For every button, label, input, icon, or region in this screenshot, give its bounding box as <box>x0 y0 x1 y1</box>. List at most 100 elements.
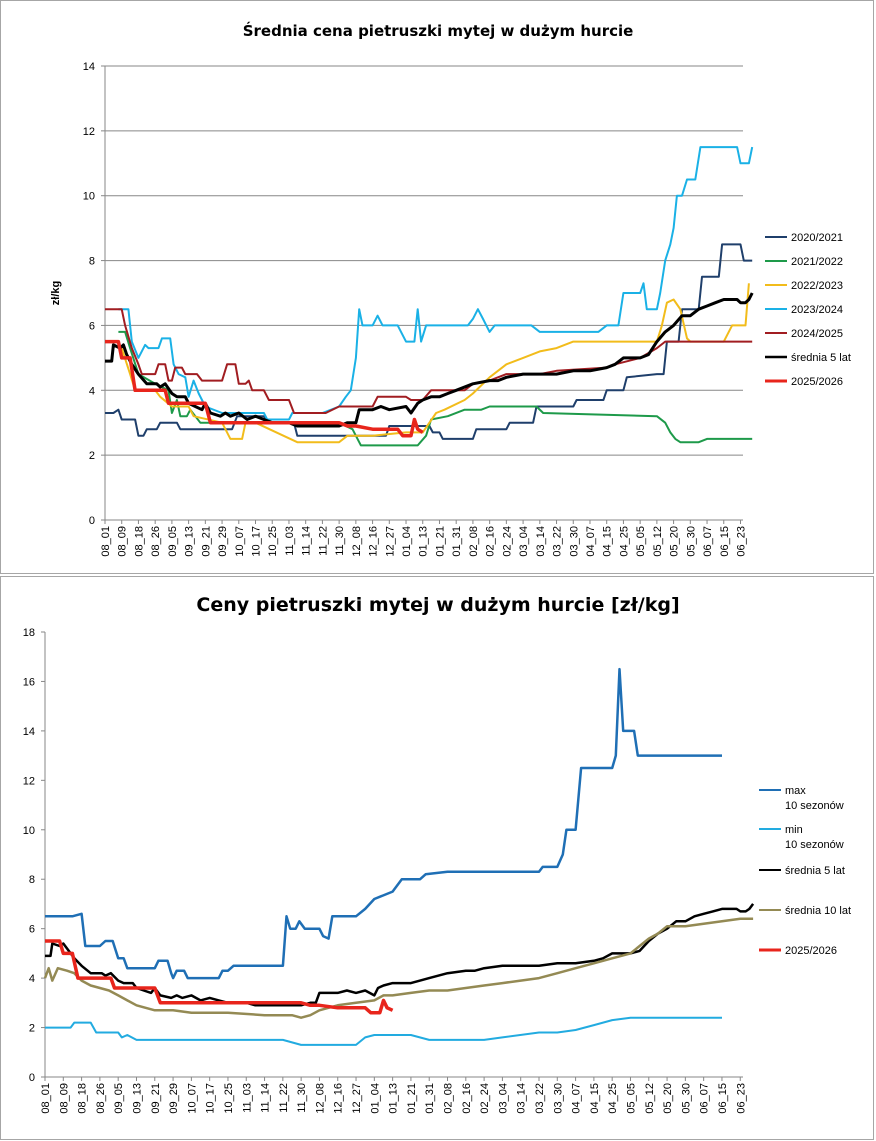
x-tick-label: 01_31 <box>451 526 463 557</box>
series-line-3 <box>43 917 754 1019</box>
legend-label: 2022/2023 <box>791 280 843 292</box>
x-tick-label: 02_24 <box>501 526 513 557</box>
x-tick-label: 09_21 <box>150 1083 162 1114</box>
x-tick-label: 02_16 <box>485 526 497 557</box>
series-line-4 <box>105 308 753 414</box>
x-tick-label: 08_18 <box>77 1083 89 1114</box>
legend-label: średnia 5 lat <box>791 352 851 364</box>
x-tick-label: 05_20 <box>669 526 681 557</box>
x-tick-label: 05_20 <box>662 1083 674 1114</box>
chart-top: Średnia cena pietruszki mytej w dużym hu… <box>50 21 851 557</box>
legend-label: 2025/2026 <box>785 945 837 957</box>
y-tick-label: 2 <box>29 1023 35 1035</box>
x-tick-label: 09_29 <box>168 1083 180 1114</box>
x-tick-label: 10_17 <box>205 1083 217 1114</box>
x-tick-label: 06_07 <box>699 1083 711 1114</box>
y-tick-label: 4 <box>89 385 95 397</box>
x-tick-label: 10_07 <box>186 1083 198 1114</box>
x-tick-label: 01_04 <box>369 1083 381 1114</box>
x-tick-label: 10_25 <box>223 1083 235 1114</box>
x-tick-label: 08_09 <box>58 1083 70 1114</box>
x-tick-label: 08_18 <box>133 526 145 557</box>
x-tick-label: 03_04 <box>497 1083 509 1114</box>
x-tick-label: 08_01 <box>100 526 112 557</box>
x-tick-label: 03_30 <box>568 526 580 557</box>
series-line-2 <box>45 903 755 1007</box>
x-tick-label: 08_26 <box>150 526 162 557</box>
x-tick-label: 04_15 <box>589 1083 601 1114</box>
x-tick-label: 09_29 <box>217 526 229 557</box>
series-line-6 <box>105 339 424 438</box>
series-line-0 <box>45 667 722 980</box>
legend-label: 2025/2026 <box>791 376 843 388</box>
series-line-3 <box>118 146 754 421</box>
y-tick-label: 0 <box>89 515 95 527</box>
x-tick-label: 12_16 <box>333 1083 345 1114</box>
y-tick-label: 0 <box>29 1072 35 1084</box>
y-axis-label: zł/kg <box>50 281 62 305</box>
series-line-2 <box>120 283 750 444</box>
x-tick-label: 01_13 <box>388 1083 400 1114</box>
x-tick-label: 06_15 <box>719 526 731 557</box>
chart-title: Średnia cena pietruszki mytej w dużym hu… <box>243 21 634 40</box>
chart-bottom: Ceny pietruszki mytej w dużym hurcie [zł… <box>23 594 851 1114</box>
x-tick-label: 06_07 <box>702 526 714 557</box>
y-tick-label: 8 <box>89 256 95 268</box>
y-tick-label: 14 <box>83 61 95 73</box>
chart-title: Ceny pietruszki mytej w dużym hurcie [zł… <box>196 594 679 616</box>
x-tick-label: 11_30 <box>296 1083 308 1113</box>
chart-panel-bottom: Ceny pietruszki mytej w dużym hurcie [zł… <box>0 576 874 1140</box>
x-tick-label: 02_16 <box>461 1083 473 1114</box>
x-tick-label: 01_04 <box>401 526 413 557</box>
x-tick-label: 12_27 <box>351 1083 363 1114</box>
x-tick-label: 11_14 <box>301 526 313 556</box>
legend-label: min <box>785 824 803 836</box>
x-tick-label: 03_30 <box>552 1083 564 1114</box>
series-line-1 <box>45 1016 722 1046</box>
x-tick-label: 04_15 <box>602 526 614 557</box>
legend-label: 2021/2022 <box>791 256 843 268</box>
x-tick-label: 08_01 <box>40 1083 52 1114</box>
x-tick-label: 01_21 <box>406 1083 418 1114</box>
legend-label: 10 sezonów <box>785 800 844 812</box>
x-tick-label: 11_22 <box>317 526 329 556</box>
y-tick-label: 16 <box>23 676 35 688</box>
x-tick-label: 06_23 <box>735 526 747 557</box>
x-tick-label: 09_05 <box>113 1083 125 1114</box>
legend-label: 2020/2021 <box>791 232 843 244</box>
x-tick-label: 08_26 <box>95 1083 107 1114</box>
x-tick-label: 11_03 <box>284 526 296 556</box>
x-tick-label: 02_08 <box>468 526 480 557</box>
series-line-1 <box>118 330 753 447</box>
x-tick-label: 03_22 <box>552 526 564 557</box>
x-tick-label: 12_08 <box>351 526 363 557</box>
legend-label: 2024/2025 <box>791 328 843 340</box>
x-tick-label: 09_13 <box>131 1083 143 1114</box>
legend-label: średnia 10 lat <box>785 905 851 917</box>
x-tick-label: 05_12 <box>644 1083 656 1114</box>
x-tick-label: 12_27 <box>384 526 396 557</box>
x-tick-label: 04_07 <box>571 1083 583 1114</box>
x-tick-label: 11_22 <box>278 1083 290 1113</box>
legend-label: średnia 5 lat <box>785 865 845 877</box>
x-tick-label: 05_05 <box>635 526 647 557</box>
x-tick-label: 08_09 <box>117 526 129 557</box>
y-tick-label: 2 <box>89 450 95 462</box>
legend-label: max <box>785 785 806 797</box>
x-tick-label: 05_30 <box>680 1083 692 1114</box>
x-tick-label: 09_21 <box>200 526 212 557</box>
y-tick-label: 6 <box>29 924 35 936</box>
x-tick-label: 11_14 <box>260 1083 272 1113</box>
x-tick-label: 10_25 <box>267 526 279 557</box>
x-tick-label: 05_05 <box>625 1083 637 1114</box>
series-line-5 <box>105 292 754 428</box>
x-tick-label: 11_30 <box>334 526 346 556</box>
x-tick-label: 01_21 <box>434 526 446 557</box>
x-tick-label: 01_31 <box>424 1083 436 1114</box>
x-tick-label: 03_14 <box>516 1083 528 1114</box>
y-tick-label: 10 <box>83 191 95 203</box>
x-tick-label: 11_03 <box>241 1083 253 1113</box>
x-tick-label: 10_07 <box>234 526 246 557</box>
x-tick-label: 02_24 <box>479 1083 491 1114</box>
x-tick-label: 12_16 <box>368 526 380 557</box>
